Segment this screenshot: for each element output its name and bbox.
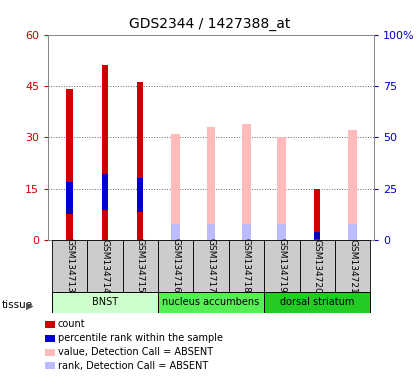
Bar — [242, 124, 251, 240]
Text: nucleus accumbens: nucleus accumbens — [163, 297, 260, 308]
Text: BNST: BNST — [92, 297, 118, 308]
Bar — [158, 240, 193, 292]
Bar — [242, 223, 251, 240]
Bar — [102, 65, 108, 240]
Bar — [87, 240, 123, 292]
Bar — [348, 131, 357, 240]
Bar — [171, 134, 180, 240]
Text: value, Detection Call = ABSENT: value, Detection Call = ABSENT — [58, 347, 213, 357]
Text: GSM134718: GSM134718 — [242, 238, 251, 293]
Bar — [102, 174, 108, 210]
Bar — [299, 240, 335, 292]
Bar — [137, 83, 144, 240]
Text: GSM134721: GSM134721 — [348, 238, 357, 293]
Text: tissue: tissue — [2, 300, 33, 310]
Text: rank, Detection Call = ABSENT: rank, Detection Call = ABSENT — [58, 361, 208, 371]
Text: GSM134720: GSM134720 — [313, 238, 322, 293]
Text: GSM134719: GSM134719 — [277, 238, 286, 293]
Text: GSM134716: GSM134716 — [171, 238, 180, 293]
Text: dorsal striatum: dorsal striatum — [280, 297, 354, 308]
Bar — [207, 127, 215, 240]
Bar — [52, 292, 158, 313]
Bar — [314, 189, 320, 240]
Bar — [264, 292, 370, 313]
Bar — [123, 240, 158, 292]
Bar — [264, 240, 299, 292]
Bar — [137, 179, 144, 212]
Bar — [52, 240, 87, 292]
Bar — [171, 223, 180, 240]
Bar — [193, 240, 229, 292]
Bar — [348, 223, 357, 240]
Text: GDS2344 / 1427388_at: GDS2344 / 1427388_at — [129, 17, 291, 31]
Text: ▶: ▶ — [26, 300, 34, 310]
Text: GSM134715: GSM134715 — [136, 238, 145, 293]
Text: count: count — [58, 319, 86, 329]
Bar — [314, 232, 320, 238]
Bar — [277, 137, 286, 240]
Bar — [277, 223, 286, 240]
Text: GSM134717: GSM134717 — [207, 238, 215, 293]
Text: GSM134714: GSM134714 — [100, 238, 109, 293]
Bar — [66, 89, 73, 240]
Bar — [66, 182, 73, 214]
Bar — [229, 240, 264, 292]
Text: percentile rank within the sample: percentile rank within the sample — [58, 333, 223, 343]
Text: GSM134713: GSM134713 — [65, 238, 74, 293]
Bar — [158, 292, 264, 313]
Bar — [207, 223, 215, 240]
Bar — [335, 240, 370, 292]
